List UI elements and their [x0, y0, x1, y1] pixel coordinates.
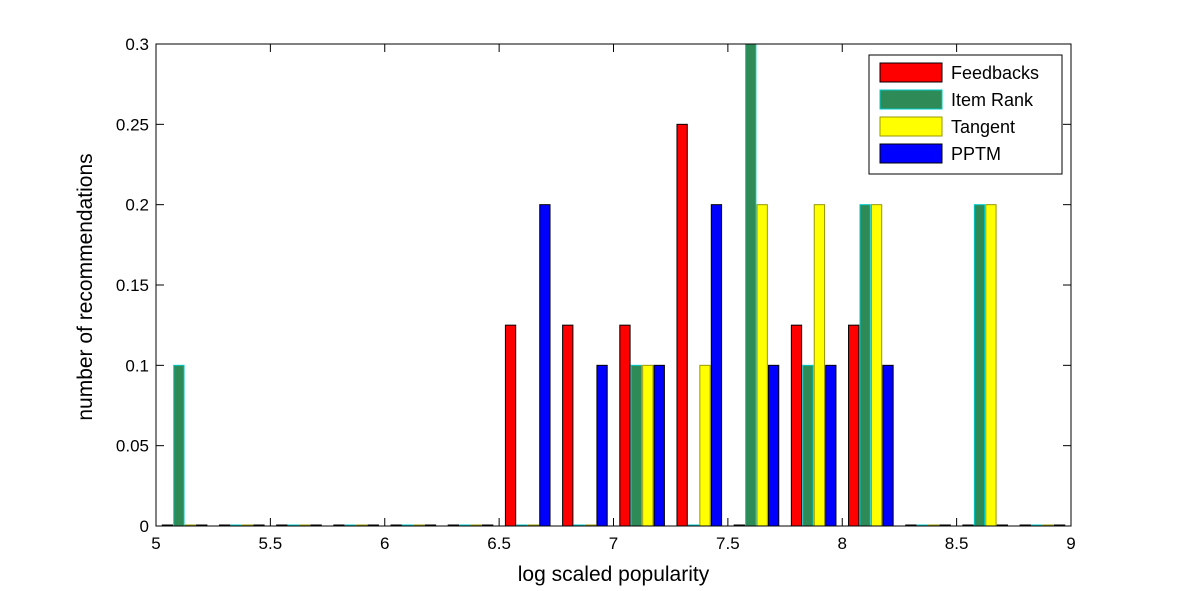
bars-group [161, 43, 1066, 527]
legend-label-tangent: Tangent [951, 117, 1015, 137]
bar-item-rank-11 [802, 364, 814, 527]
x-tick-label: 6.5 [487, 534, 511, 553]
x-tick-label: 8.5 [945, 534, 969, 553]
bar-pptm-10 [767, 364, 780, 527]
x-tick-label: 6 [380, 534, 389, 553]
x-tick-label: 9 [1066, 534, 1075, 553]
bar-tangent-14 [985, 204, 997, 527]
x-tick-label: 7.5 [716, 534, 740, 553]
bar-tangent-10 [756, 204, 768, 527]
y-axis-label: number of recommendations [74, 153, 97, 420]
bar-item-rank-8 [630, 364, 643, 527]
bar-feedbacks-12 [848, 324, 860, 527]
y-tick-label: 0.2 [125, 196, 149, 215]
bar-item-rank-10 [745, 43, 757, 527]
legend-swatch-tangent [879, 116, 943, 137]
bar-item-rank-0 [173, 364, 185, 527]
y-tick-label: 0.3 [125, 35, 149, 54]
legend-label-item-rank: Item Rank [951, 90, 1034, 110]
x-axis-label: log scaled popularity [518, 563, 710, 586]
x-tick-label: 5 [151, 534, 160, 553]
y-tick-label: 0.05 [116, 437, 149, 456]
legend-swatch-feedbacks [879, 62, 943, 83]
legend-swatch-item-rank [879, 89, 943, 110]
bar-feedbacks-9 [676, 123, 688, 527]
axes-group: 5 5.5 6 6.5 7 7.5 8 8.5 9 0 0.05 0.1 0.15 0.2 0.25 0.3 [116, 35, 1076, 553]
bar-feedbacks-7 [562, 324, 574, 527]
bar-pptm-8 [653, 364, 665, 527]
bar-pptm-9 [710, 204, 723, 527]
y-tick-label: 0.15 [116, 276, 149, 295]
legend-label-pptm: PPTM [951, 144, 1001, 164]
x-tick-label: 7 [609, 534, 618, 553]
x-tick-label: 5.5 [259, 534, 283, 553]
legend-swatch-pptm [879, 143, 943, 164]
bar-tangent-8 [642, 364, 654, 527]
bar-tangent-12 [870, 204, 883, 527]
y-tick-label: 0 [140, 517, 149, 536]
bar-feedbacks-8 [619, 324, 631, 527]
bar-pptm-12 [882, 364, 894, 527]
bar-item-rank-14 [973, 204, 986, 527]
legend: Feedbacks Item Rank Tangent PPTM [868, 54, 1063, 175]
y-tick-label: 0.1 [125, 356, 149, 375]
bar-feedbacks-11 [790, 324, 803, 527]
bar-pptm-6 [539, 204, 551, 527]
x-tick-label: 8 [838, 534, 847, 553]
bar-pptm-11 [825, 364, 837, 527]
bar-tangent-9 [699, 364, 711, 527]
bar-pptm-7 [596, 364, 608, 527]
bar-feedbacks-6 [504, 324, 517, 527]
bar-item-rank-12 [859, 204, 871, 527]
legend-label-feedbacks: Feedbacks [951, 63, 1039, 83]
bar-tangent-11 [813, 204, 826, 527]
y-tick-label: 0.25 [116, 115, 149, 134]
